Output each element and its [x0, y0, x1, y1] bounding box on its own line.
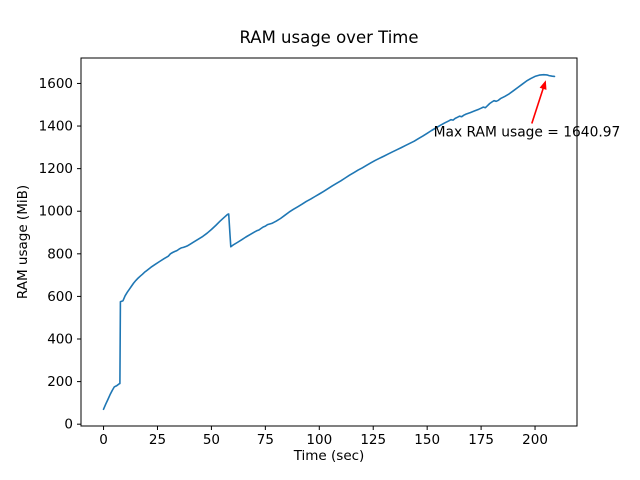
x-tick-label: 150 — [414, 432, 440, 448]
x-tick-label: 175 — [468, 432, 494, 448]
x-axis-label: Time (sec) — [293, 448, 365, 464]
x-tick-label: 0 — [99, 432, 108, 448]
x-tick-label: 25 — [149, 432, 166, 448]
y-tick-label: 1400 — [39, 119, 73, 135]
x-tick-label: 50 — [203, 432, 220, 448]
plot-area — [80, 57, 578, 427]
x-axis-ticks: 0 25 50 75 100 125 150 175 200 — [99, 426, 548, 448]
y-axis-ticks: 0 200 400 600 800 1000 1200 1400 1600 — [39, 76, 81, 433]
y-tick-label: 1000 — [39, 204, 73, 220]
annotation-text: Max RAM usage = 1640.97 — [434, 125, 621, 141]
annotation-arrow — [531, 86, 545, 124]
y-tick-label: 0 — [64, 417, 73, 433]
chart-title: RAM usage over Time — [239, 28, 418, 47]
y-tick-label: 1600 — [39, 76, 73, 92]
x-tick-label: 200 — [522, 432, 548, 448]
y-tick-label: 600 — [47, 289, 73, 305]
annotation-arrowhead-icon — [539, 80, 547, 90]
x-tick-label: 75 — [257, 432, 274, 448]
x-tick-label: 100 — [306, 432, 332, 448]
x-tick-label: 125 — [360, 432, 386, 448]
y-tick-label: 400 — [47, 332, 73, 348]
y-tick-label: 800 — [47, 246, 73, 262]
y-axis-label: RAM usage (MiB) — [15, 185, 31, 299]
y-tick-label: 200 — [47, 374, 73, 390]
max-ram-annotation: Max RAM usage = 1640.97 — [434, 80, 621, 141]
ram-usage-line — [102, 73, 556, 411]
y-tick-label: 1200 — [39, 161, 73, 177]
